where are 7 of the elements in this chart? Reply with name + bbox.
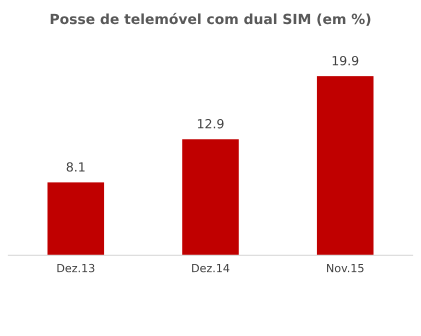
chart-title: Posse de telemóvel com dual SIM (em %) (50, 12, 370, 26)
data-label: 8.1 (66, 162, 85, 172)
x-tick-label: Dez.14 (192, 264, 230, 272)
x-tick-label: Nov.15 (327, 264, 364, 272)
data-label: 19.9 (332, 56, 358, 66)
x-tick-label: Dez.13 (57, 264, 94, 272)
data-label: 12.9 (198, 118, 224, 128)
